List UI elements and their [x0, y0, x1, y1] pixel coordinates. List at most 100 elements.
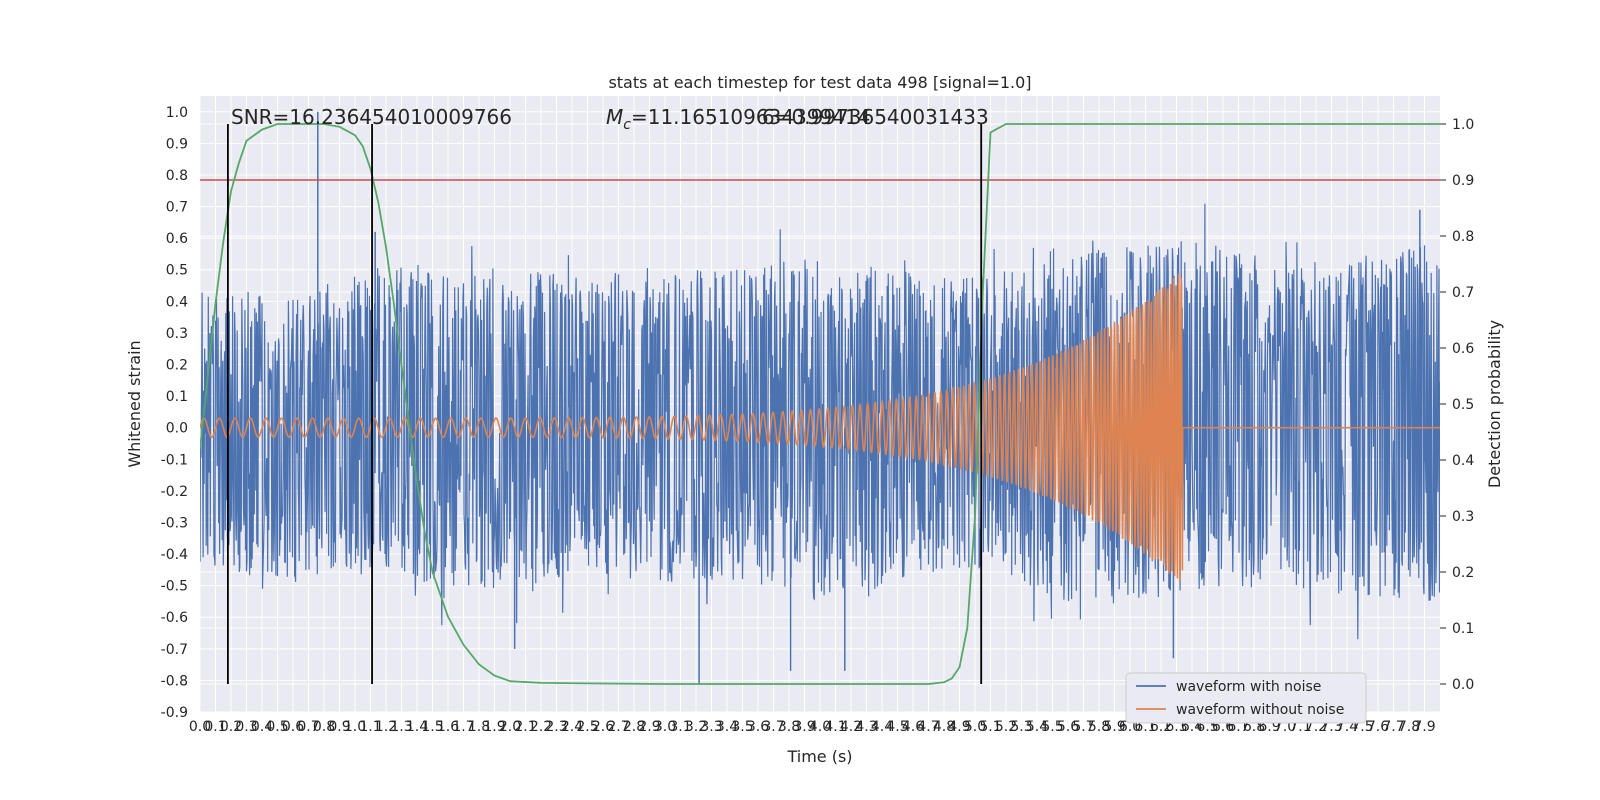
x-tick-label: 5.0	[964, 719, 986, 735]
x-tick-label: 3.3	[700, 719, 722, 735]
y2-tick-label: 0.4	[1452, 453, 1474, 469]
y2-tick-label: 0.6	[1452, 341, 1474, 357]
x-tick-label: 2.4	[561, 719, 583, 735]
y-tick-label: 0.8	[166, 168, 188, 184]
y-axis-label: Whitened strain	[125, 340, 144, 467]
mc-annotation: Mc=11.165109634399414	[606, 105, 870, 133]
y-tick-label: 0.0	[166, 421, 188, 437]
x-tick-label: 5.4	[1026, 719, 1048, 735]
x-tick-label: 3.6	[747, 719, 769, 735]
x-tick-label: 2.1	[514, 719, 536, 735]
x-tick-label: 1.4	[406, 719, 428, 735]
x-tick-label: 2.0	[499, 719, 521, 735]
x-tick-label: 2.7	[607, 719, 629, 735]
x-tick-label: 2.3	[545, 719, 567, 735]
chart-title: stats at each timestep for test data 498…	[608, 73, 1031, 92]
x-tick-label: 4.0	[809, 719, 831, 735]
y-tick-label: -0.7	[161, 642, 188, 658]
x-tick-label: 0.6	[282, 719, 304, 735]
vertical-markers	[226, 124, 983, 684]
legend: waveform with noise waveform without noi…	[1125, 672, 1367, 724]
y2-tick-label: 0.0	[1452, 677, 1474, 693]
x-tick-label: 3.0	[654, 719, 676, 735]
y2-tick-label: 0.3	[1452, 509, 1474, 525]
y-tick-label: -0.3	[161, 515, 188, 531]
legend-box	[1125, 672, 1367, 724]
y2-tick-label: 0.2	[1452, 565, 1474, 581]
probability-trace	[200, 123, 1440, 685]
y-tick-label: 0.6	[166, 231, 188, 247]
x-tick-label: 1.7	[452, 719, 474, 735]
x-tick-label: 4.1	[824, 719, 846, 735]
x-tick-label: 5.2	[995, 719, 1017, 735]
x-tick-label: 0.5	[266, 719, 288, 735]
x-tick-label: 0.4	[251, 719, 273, 735]
mc-value: =11.165109634399414	[631, 105, 870, 129]
x-tick-label: 3.8	[778, 719, 800, 735]
y-tick-label: 0.9	[166, 136, 188, 152]
y-tick-label: -0.2	[161, 484, 188, 500]
y2-tick-label: 0.8	[1452, 229, 1474, 245]
x-tick-label: 3.4	[716, 719, 738, 735]
x-tick-label: 0.8	[313, 719, 335, 735]
x-tick-label: 4.9	[948, 719, 970, 735]
y-tick-label: -0.4	[161, 547, 188, 563]
x-tick-label: 5.3	[1010, 719, 1032, 735]
x-tick-label: 5.6	[1057, 719, 1079, 735]
x-tick-label: 4.6	[902, 719, 924, 735]
y2-tick-label: 0.5	[1452, 397, 1474, 413]
x-tick-label: 0.1	[204, 719, 226, 735]
snr-annotation: SNR=16.236454010009766	[231, 105, 512, 129]
y-tick-label: 0.2	[166, 358, 188, 374]
x-tick-label: 1.5	[421, 719, 443, 735]
overlap-annotation: 6=0.99736540031433	[762, 105, 989, 129]
y-tick-label: -0.5	[161, 579, 188, 595]
x-tick-label: 5.7	[1072, 719, 1094, 735]
legend-label-clean: waveform without noise	[1176, 702, 1344, 718]
x-tick-label: 0.7	[297, 719, 319, 735]
x-tick-label: 7.8	[1398, 719, 1420, 735]
x-tick-label: 3.7	[762, 719, 784, 735]
x-tick-label: 2.9	[638, 719, 660, 735]
x-tick-label: 5.5	[1041, 719, 1063, 735]
x-tick-label: 1.9	[483, 719, 505, 735]
y2-axis-label: Detection probability	[1485, 320, 1504, 488]
x-tick-label: 7.9	[1413, 719, 1435, 735]
y-tick-label: 0.4	[166, 294, 188, 310]
x-tick-label: 5.8	[1088, 719, 1110, 735]
x-tick-label: 1.1	[359, 719, 381, 735]
x-tick-label: 0.0	[189, 719, 211, 735]
x-tick-label: 5.1	[979, 719, 1001, 735]
x-tick-label: 3.9	[793, 719, 815, 735]
legend-label-noise: waveform with noise	[1176, 679, 1321, 695]
x-tick-label: 4.3	[855, 719, 877, 735]
y-tick-label: -0.8	[161, 673, 188, 689]
clean-trace	[200, 273, 1440, 582]
y-tick-label: -0.9	[161, 705, 188, 721]
x-tick-label: 5.9	[1103, 719, 1125, 735]
y-tick-label: -0.6	[161, 610, 188, 626]
x-tick-label: 2.5	[576, 719, 598, 735]
y-tick-label: 0.3	[166, 326, 188, 342]
x-tick-label: 2.8	[623, 719, 645, 735]
x-tick-label: 3.2	[685, 719, 707, 735]
x-tick-label: 4.7	[917, 719, 939, 735]
x-tick-label: 4.8	[933, 719, 955, 735]
series-waveform-without-noise	[200, 273, 1440, 582]
x-tick-label: 1.8	[468, 719, 490, 735]
y-tick-labels: 1.0 0.9 0.8 0.7 0.6 0.5 0.4 0.3 0.2 0.1 0.0 -0.1 -0.…	[161, 105, 188, 721]
y-tick-label: 0.5	[166, 263, 188, 279]
x-tick-label: 1.0	[344, 719, 366, 735]
x-axis-label: Time (s)	[786, 747, 852, 766]
mc-symbol: M	[606, 105, 623, 129]
noise-trace	[200, 203, 1440, 640]
y2-tick-labels: 1.0 0.9 0.8 0.7 0.6 0.5 0.4 0.3 0.2 0.1 0.0	[1440, 117, 1474, 693]
x-tick-label: 4.5	[886, 719, 908, 735]
x-tick-label: 0.9	[328, 719, 350, 735]
y-tick-label: 0.1	[166, 389, 188, 405]
x-tick-label: 4.4	[871, 719, 893, 735]
x-tick-label: 7.7	[1382, 719, 1404, 735]
y2-tick-label: 0.9	[1452, 173, 1474, 189]
y-tick-label: -0.1	[161, 452, 188, 468]
